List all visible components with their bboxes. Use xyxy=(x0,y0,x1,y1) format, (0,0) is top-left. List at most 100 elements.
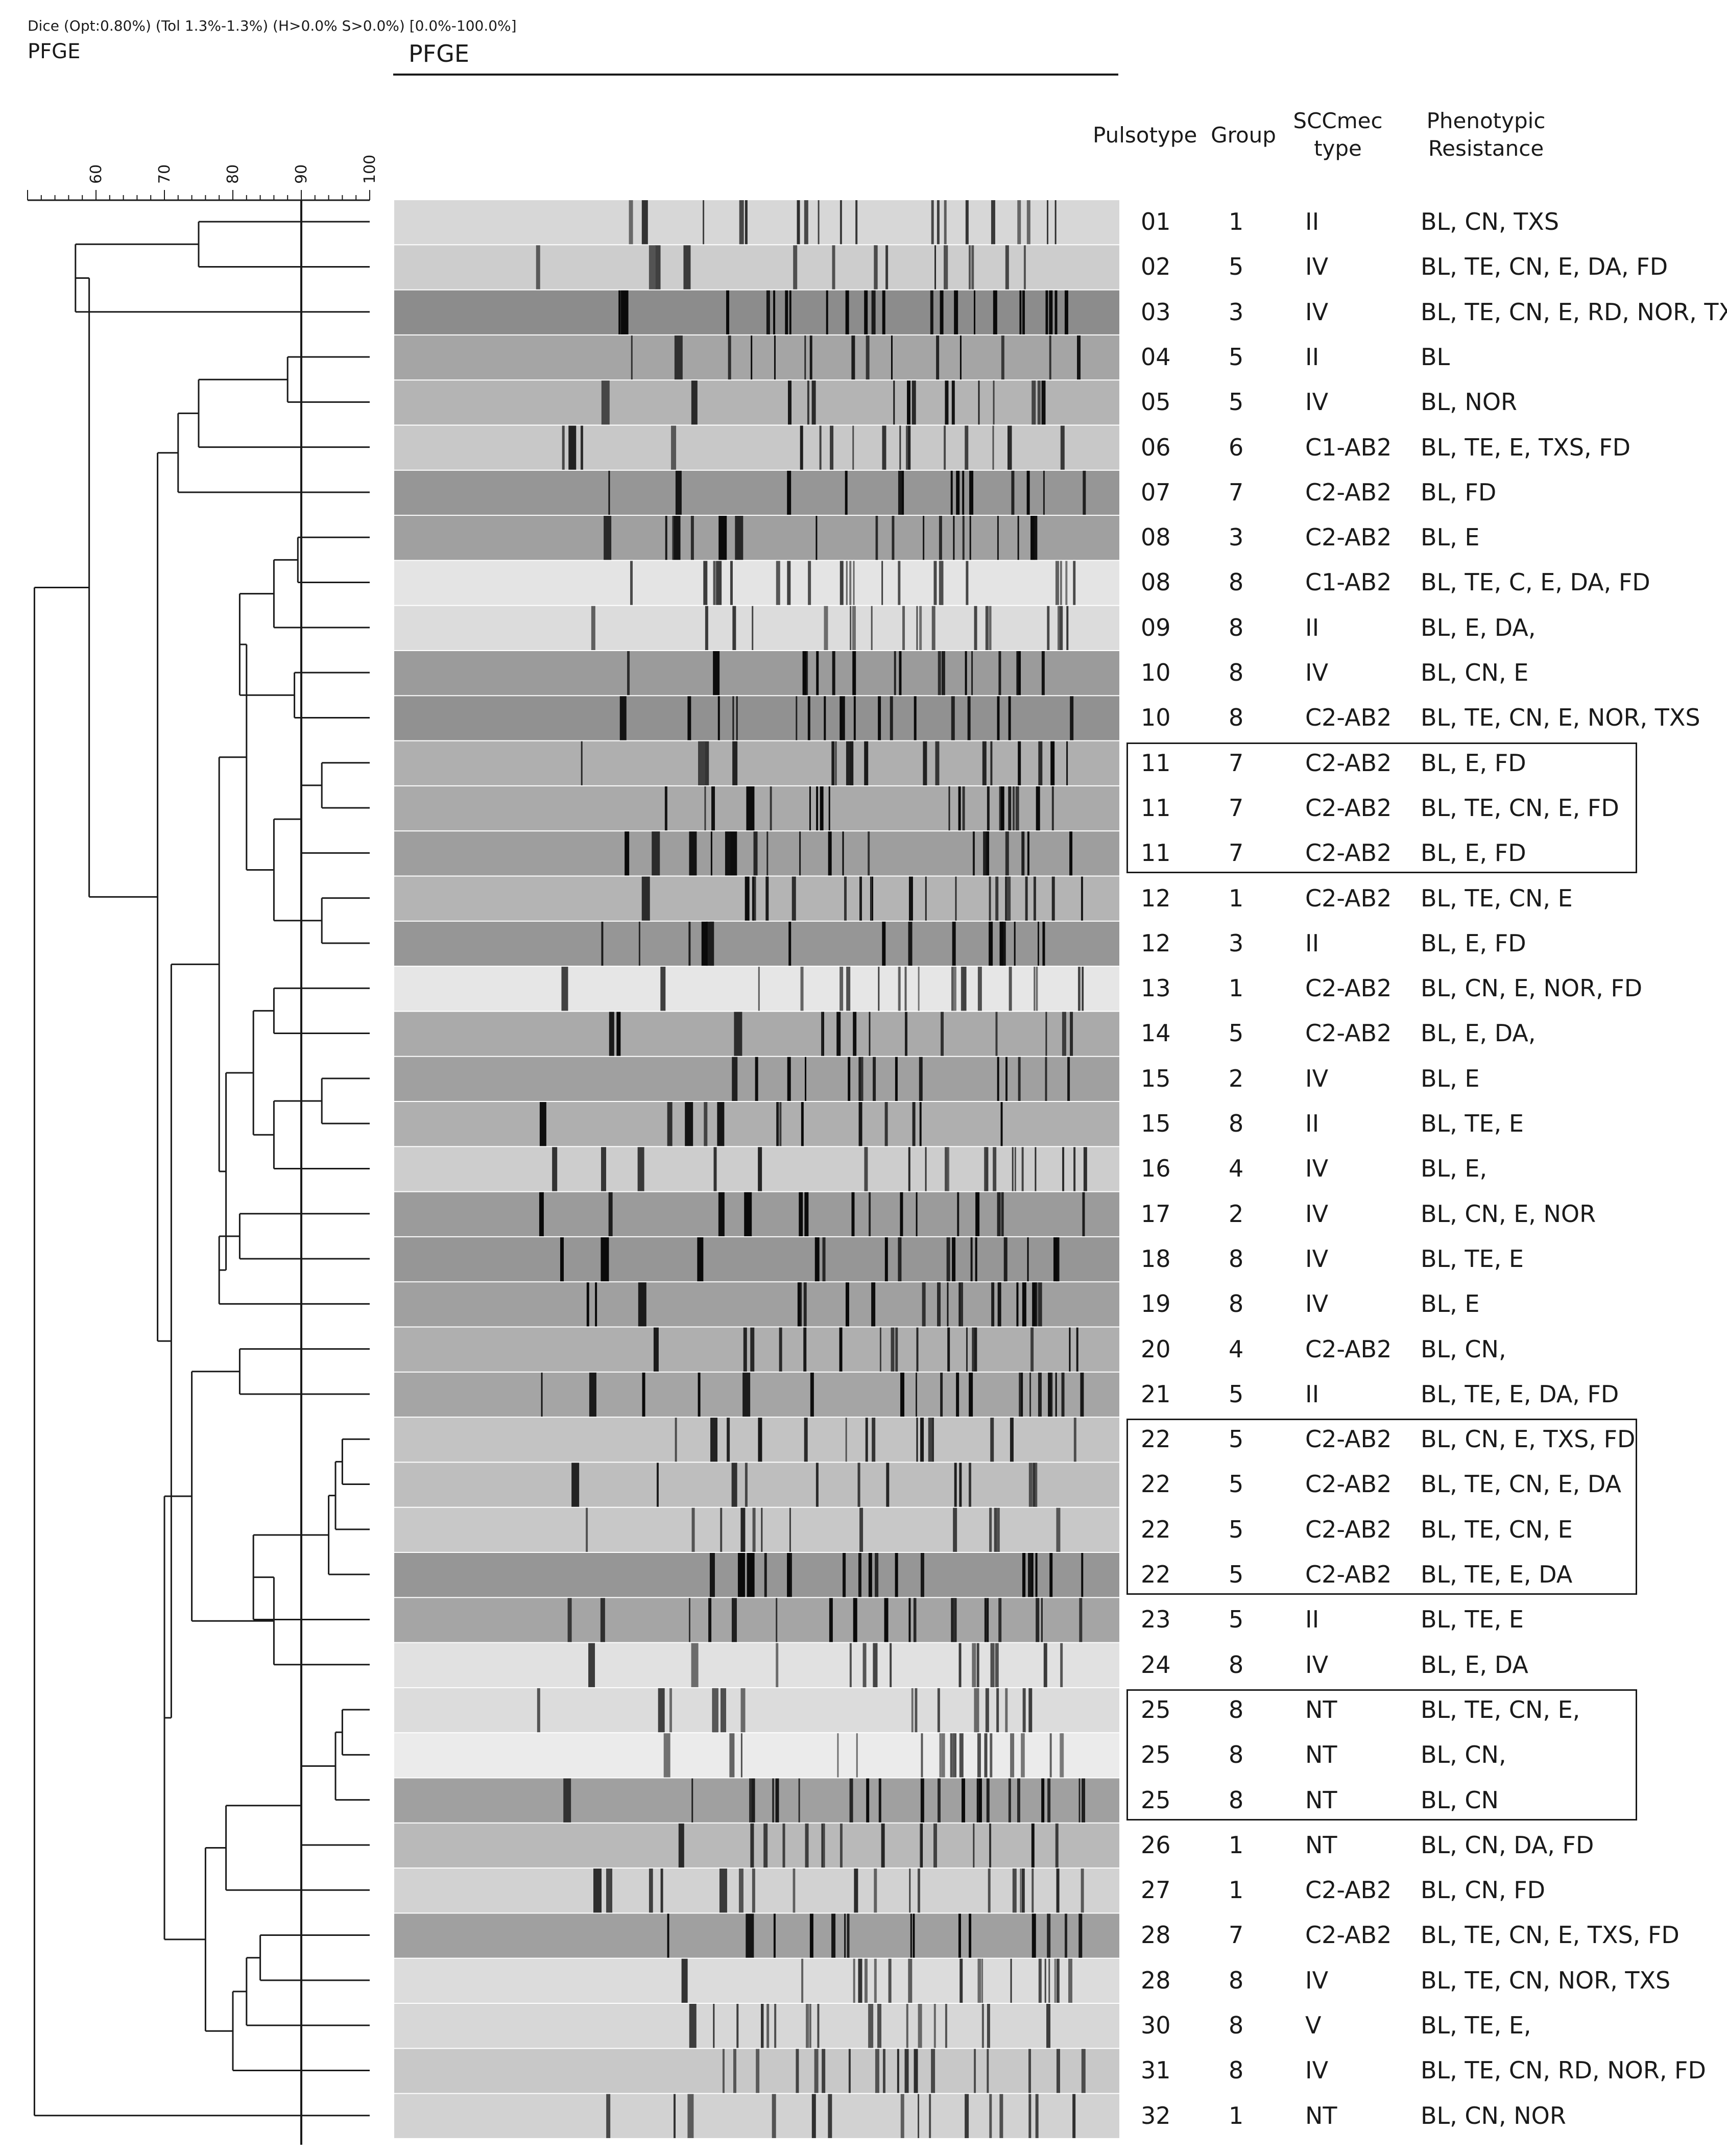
gel-band xyxy=(655,245,661,290)
pulsotype-cell: 30 xyxy=(1141,2011,1171,2039)
gel-band xyxy=(722,2049,725,2093)
gel-band xyxy=(978,1778,982,1823)
group-cell: 3 xyxy=(1229,929,1244,957)
gel-band xyxy=(1049,290,1053,334)
gel-band xyxy=(1037,921,1039,966)
gel-band xyxy=(1001,335,1004,380)
gel-band xyxy=(951,696,955,740)
gel-band xyxy=(965,200,969,245)
group-cell: 8 xyxy=(1229,1741,1244,1769)
gel-band xyxy=(969,470,974,515)
gel-band xyxy=(960,1282,963,1327)
gel-band xyxy=(796,2049,799,2093)
gel-band xyxy=(861,1057,864,1101)
sccmec-cell: C2-AB2 xyxy=(1305,1425,1392,1453)
gel-band xyxy=(802,651,807,696)
gel-band xyxy=(1061,1733,1063,1778)
sccmec-cell: NT xyxy=(1305,1741,1337,1769)
gel-band xyxy=(713,1147,717,1191)
gel-band xyxy=(843,1553,846,1597)
gel-band xyxy=(1013,786,1015,831)
gel-band xyxy=(641,876,650,921)
gel-band xyxy=(858,1463,860,1507)
gel-band xyxy=(865,1418,868,1462)
gel-band xyxy=(1045,1012,1047,1056)
pulsotype-cell: 22 xyxy=(1141,1561,1171,1588)
gel-band xyxy=(1076,1327,1078,1372)
sccmec-cell: C2-AB2 xyxy=(1305,1515,1392,1543)
gel-band xyxy=(864,1147,868,1191)
gel-band xyxy=(1009,967,1012,1011)
gel-band xyxy=(772,2094,776,2138)
group-cell: 1 xyxy=(1229,974,1244,1002)
gel-band xyxy=(649,245,656,290)
gel-band xyxy=(616,1012,621,1056)
gel-band xyxy=(830,425,834,470)
gel-band xyxy=(1073,561,1076,605)
gel-band xyxy=(718,1192,725,1236)
gel-band xyxy=(773,290,776,334)
column-header-resistance: Phenotypic Resistance xyxy=(1409,107,1563,162)
gel-band xyxy=(660,967,666,1011)
gel-band xyxy=(749,1778,752,1823)
sccmec-cell: IV xyxy=(1305,2056,1329,2085)
gel-band xyxy=(1038,1958,1042,2003)
gel-band xyxy=(1069,1327,1071,1372)
gel-band xyxy=(962,786,965,831)
gel-band xyxy=(969,1913,972,1958)
sccmec-cell: IV xyxy=(1305,1200,1329,1228)
gel-band xyxy=(1056,1507,1061,1552)
gel-band xyxy=(593,1868,602,1913)
gel-band xyxy=(987,2004,990,2048)
gel-band xyxy=(912,380,916,425)
gel-band xyxy=(732,606,736,650)
gel-band xyxy=(995,1012,998,1056)
gel-band xyxy=(913,1913,915,1958)
gel-band xyxy=(970,1237,973,1282)
gel-band xyxy=(839,561,844,605)
gel-band xyxy=(960,335,962,380)
gel-band xyxy=(1048,1372,1051,1417)
gel-band xyxy=(915,1372,917,1417)
gel-band xyxy=(904,967,907,1011)
pulsotype-cell: 11 xyxy=(1141,749,1171,777)
group-cell: 1 xyxy=(1229,208,1244,235)
gel-band xyxy=(953,967,956,1011)
gel-lane xyxy=(394,335,1119,380)
sccmec-cell: II xyxy=(1305,929,1320,957)
group-cell: 8 xyxy=(1229,2056,1244,2085)
gel-band xyxy=(1030,516,1035,560)
gel-band xyxy=(1020,1868,1022,1913)
gel-band xyxy=(869,1192,871,1236)
gel-band xyxy=(816,786,819,831)
gel-band xyxy=(1048,1958,1050,2003)
gel-band xyxy=(809,2004,811,2048)
scale-tick-label: 70 xyxy=(156,164,174,184)
gel-band xyxy=(731,1463,737,1507)
gel-lane xyxy=(394,1372,1119,1417)
gel-band xyxy=(900,1192,903,1236)
gel-lane xyxy=(394,1643,1119,1687)
pulsotype-cell: 04 xyxy=(1141,343,1171,371)
gel-lane xyxy=(394,425,1119,470)
gel-band xyxy=(1017,200,1021,245)
resistance-cell: BL xyxy=(1421,343,1450,371)
group-cell: 8 xyxy=(1229,2011,1244,2039)
gel-band xyxy=(630,561,633,605)
gel-band xyxy=(580,425,583,470)
gel-band xyxy=(567,1598,572,1642)
gel-band xyxy=(753,831,758,876)
gel-band xyxy=(753,876,756,921)
gel-band xyxy=(938,651,941,696)
gel-band xyxy=(1056,1237,1060,1282)
gel-band xyxy=(845,470,848,515)
gel-band xyxy=(1083,1147,1087,1191)
gel-band xyxy=(1038,741,1043,785)
gel-band xyxy=(1028,2049,1032,2093)
gel-band xyxy=(967,696,971,740)
gel-band xyxy=(939,516,942,560)
resistance-cell: BL, E, xyxy=(1421,1155,1488,1183)
pulsotype-cell: 01 xyxy=(1141,208,1171,235)
gel-band xyxy=(1034,967,1036,1011)
group-cell: 5 xyxy=(1229,1019,1244,1047)
